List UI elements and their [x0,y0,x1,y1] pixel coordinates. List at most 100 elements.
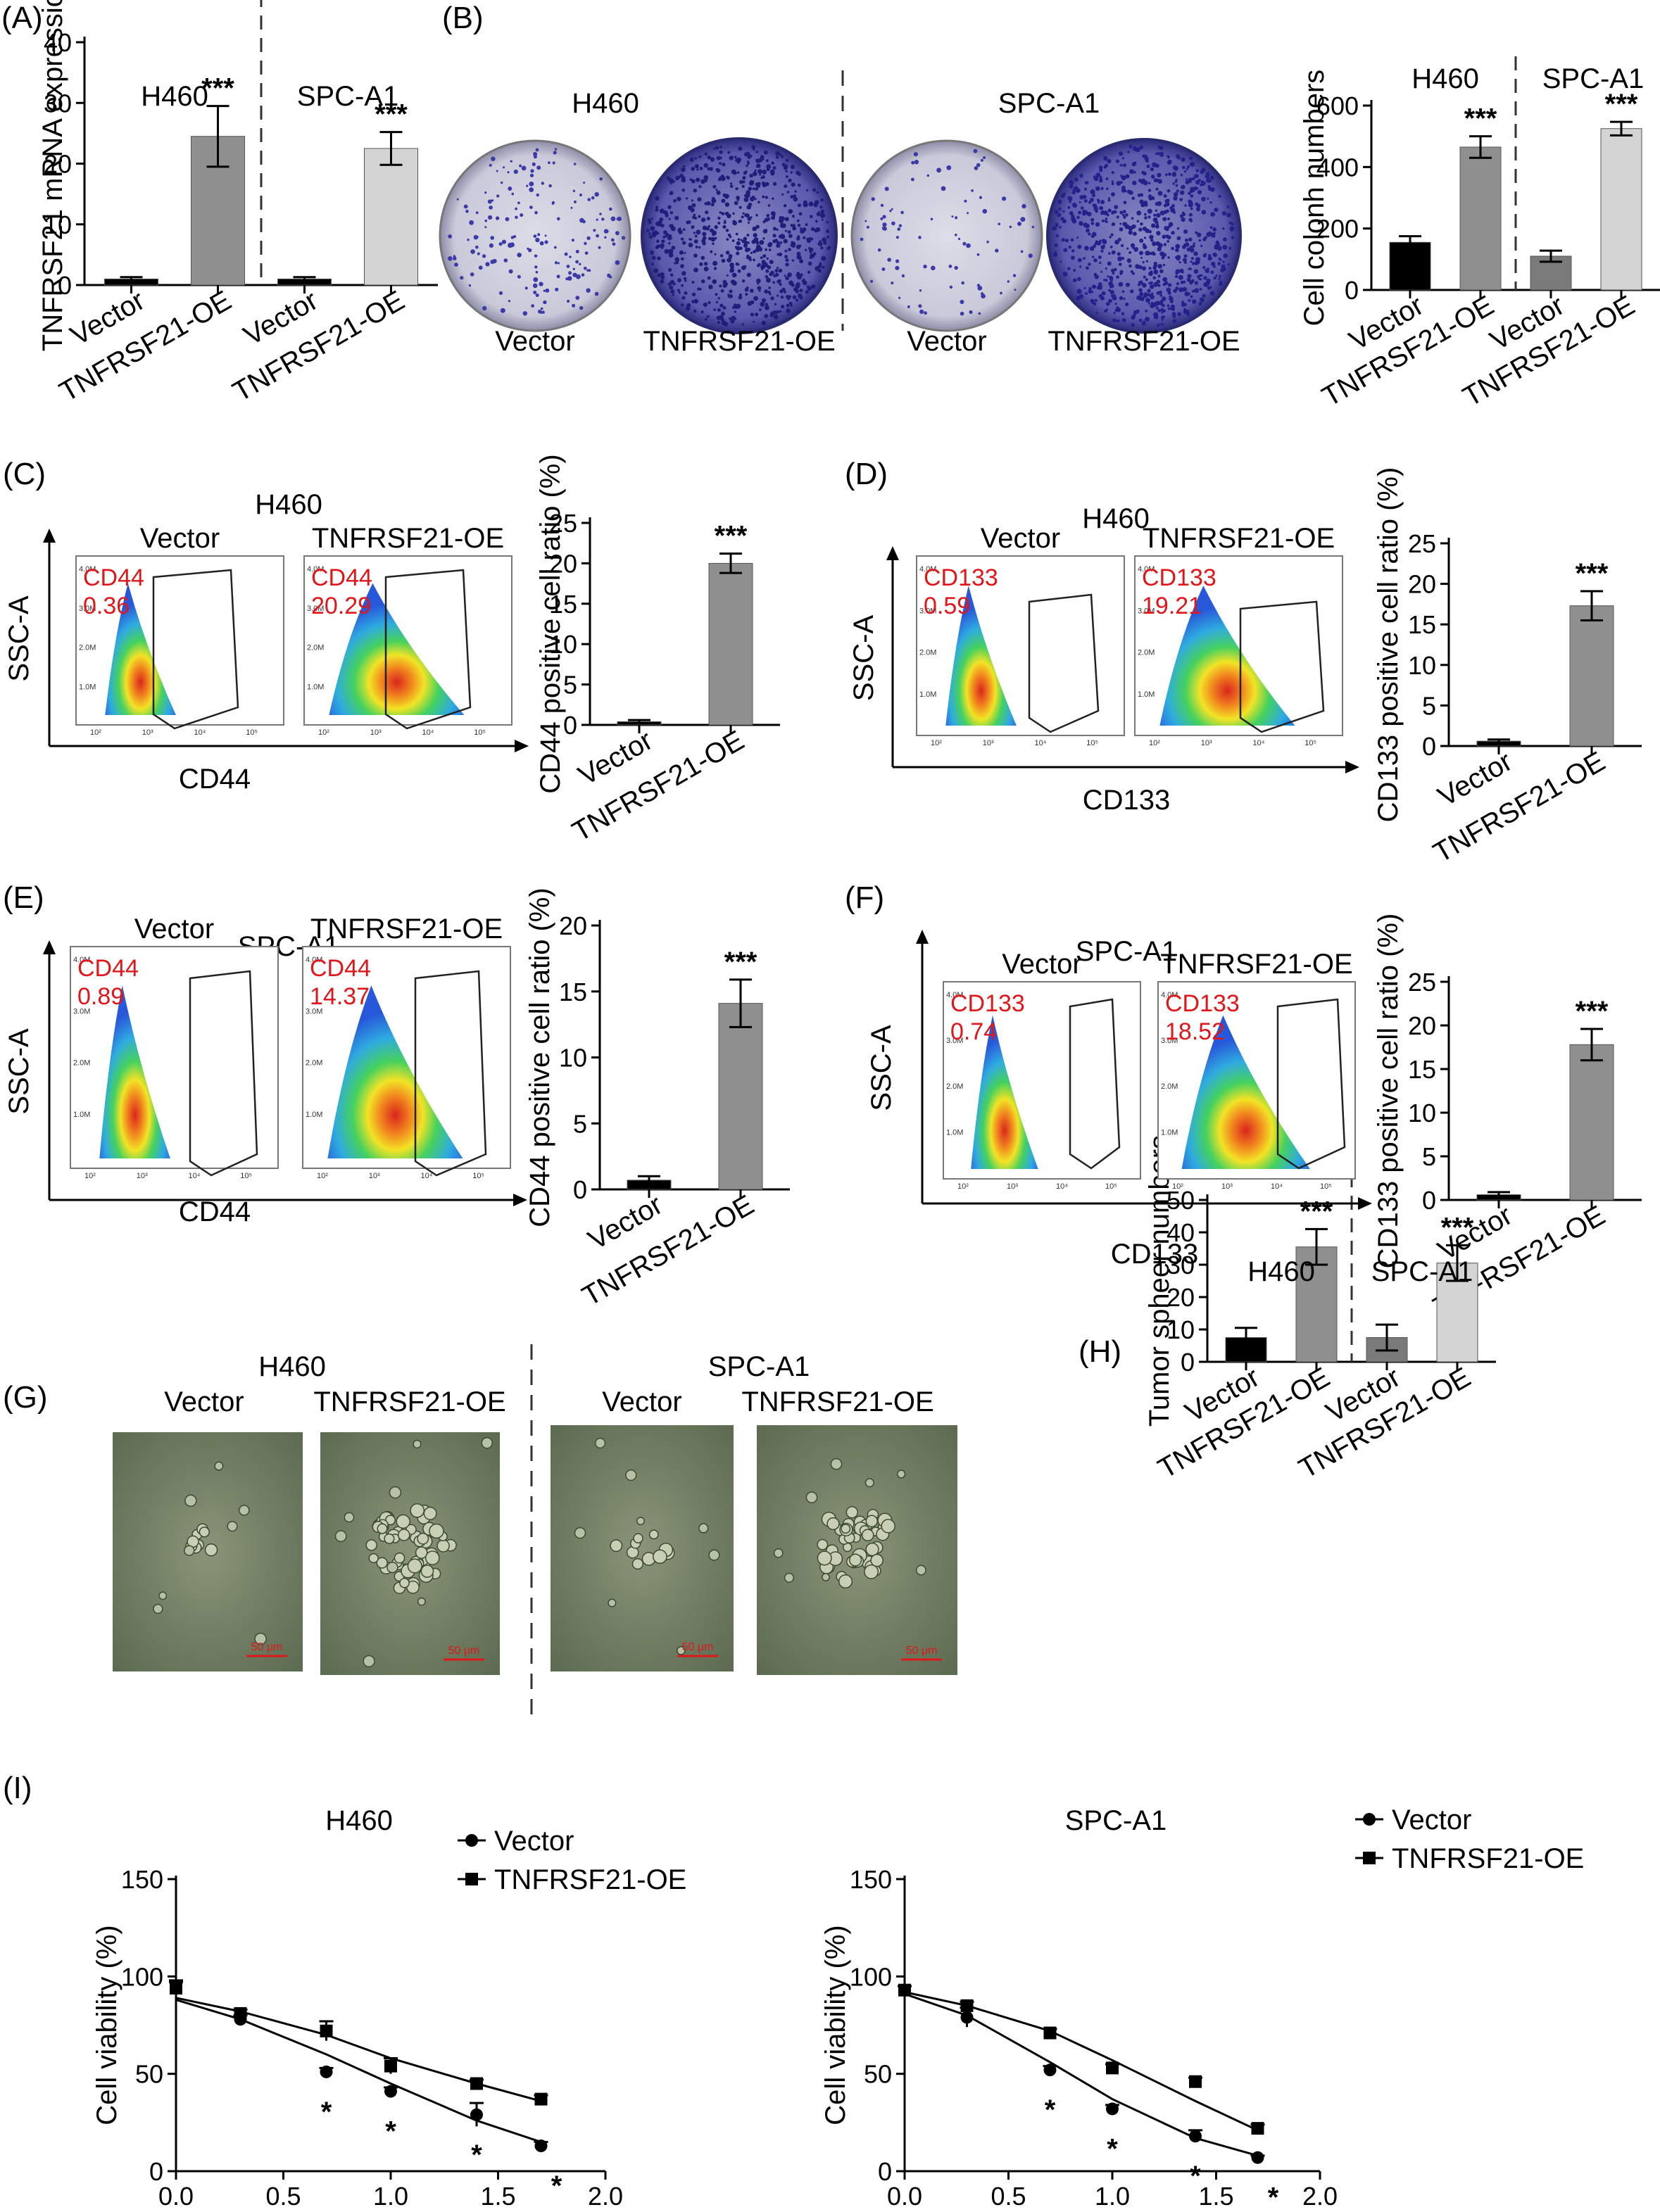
flow-y-tick: 4.0M [306,956,322,964]
flow-gate [1069,998,1121,1170]
colony-dot [540,282,543,286]
colony-dot [1012,274,1017,277]
colony-dot [776,279,781,284]
colony-dot [1068,245,1071,249]
colony-dot [668,242,671,245]
colony-dot [669,273,674,277]
colony-dot [543,289,546,292]
data-point-vector [1043,2064,1057,2077]
colony-dot [1107,208,1112,213]
colony-dot [787,297,791,301]
y-tick-label: 50 [135,2060,163,2089]
colony-dot [537,233,541,236]
colony-dot [1009,225,1012,229]
colony-dot [1114,308,1119,312]
colony-dot [1213,232,1216,234]
colony-dot [1111,192,1115,197]
colony-dot [1136,309,1140,314]
legend-label: Vector [1392,1805,1471,1835]
colony-dot [693,213,696,217]
colony-dot [715,301,719,303]
flow-y-tick: 2.0M [1138,649,1155,657]
x-tick-label: 2.0 [1302,2182,1338,2211]
colony-dot [769,169,775,175]
flow-density-cloud [971,1015,1038,1169]
colony-dot [955,234,957,236]
single-cell [698,1523,709,1534]
colony-dot [1109,285,1112,289]
colony-dot [734,156,737,159]
colony-dot [930,217,933,221]
colony-dot [786,295,790,299]
fit-curve-vector [175,1999,541,2143]
colony-dot [1140,256,1143,259]
colony-dot [1210,270,1214,274]
colony-dot [768,241,773,246]
colony-dot [668,267,672,272]
colony-dot [484,219,487,222]
cell [881,1519,895,1534]
colony-dot [586,288,591,293]
colony-dot [1167,240,1170,243]
colony-dot [681,177,686,183]
colony-dot [689,178,693,182]
single-cell [214,1461,224,1471]
colony-dot [736,198,740,201]
fit-curve-oe [904,1991,1259,2132]
colony-dot [1088,290,1091,293]
colony-dot [897,227,901,231]
flow-y-tick: 2.0M [73,1059,90,1068]
colony-dot [1071,249,1075,253]
colony-dot [1173,289,1177,293]
colony-dot [533,291,537,294]
colony-dot [1202,293,1206,298]
colony-dot [1187,274,1192,279]
single-cell [897,1470,906,1479]
data-point-oe [1106,2061,1119,2075]
colony-dot [766,164,772,170]
colony-dot [1195,257,1201,263]
colony-dot [717,321,721,324]
colony-dot [760,301,765,307]
colony-dot [1131,217,1134,220]
colony-dot [729,235,732,239]
colony-dot [721,212,725,215]
colony-dot [707,276,711,280]
flow-cell-line: H460 [1082,503,1150,534]
colony-dot [1086,228,1090,233]
colony-dot [1175,184,1178,187]
colony-dot [797,235,800,239]
flow-density-cloud [329,583,465,715]
colony-dot [795,284,800,289]
colony-dot [724,202,730,207]
flow-y-tick: 2.0M [919,649,936,657]
colony-dot [1090,219,1093,222]
colony-dot [1114,303,1117,305]
colony-dot [1103,279,1106,282]
colony-dot [1121,318,1126,322]
flow-x-tick: 10⁵ [1320,1182,1332,1191]
flow-y-tick: 1.0M [307,683,324,691]
colony-dot [544,234,547,237]
colony-dot [663,210,667,215]
colony-dot [746,272,751,277]
single-cell [822,1572,830,1581]
colony-dot [734,201,738,206]
colony-dot [769,293,772,296]
colony-dot [1128,230,1133,235]
colony-dot [806,237,810,241]
single-cell [389,1486,402,1499]
colony-dot [1178,261,1181,264]
colony-dot [1073,269,1076,272]
colony-dot [1179,198,1183,201]
colony-dot [1105,217,1108,220]
colony-dot [696,168,699,171]
cell [376,1557,388,1569]
colony-dot [746,255,750,260]
colony-dot [534,254,538,258]
colony-dot [674,215,679,220]
colony-dot [791,241,796,247]
colony-dot [1215,274,1218,277]
colony-dot [1061,238,1065,242]
